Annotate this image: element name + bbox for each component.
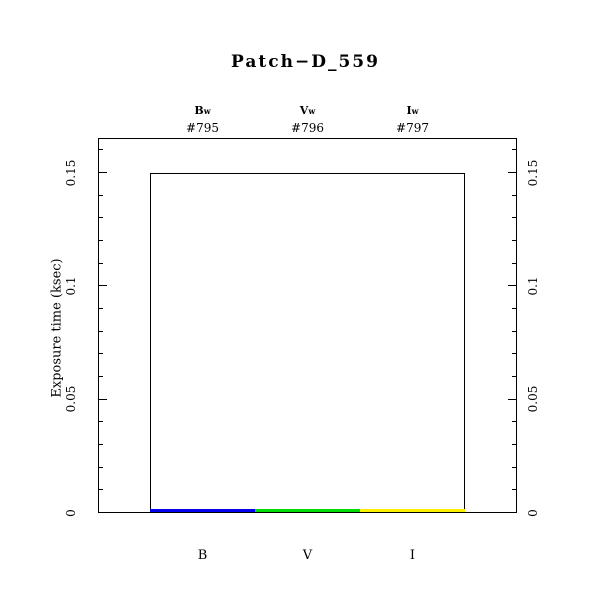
y-tick-label-left: 0.15 <box>64 159 78 186</box>
filter-name-label: Vw <box>300 104 315 117</box>
y-tick-minor-right <box>512 263 516 264</box>
y-tick-label-right: 0.1 <box>526 276 540 296</box>
y-tick-minor-left <box>99 195 103 196</box>
plot-title: Patch−D_559 <box>231 52 380 72</box>
filter-name-main: V <box>299 104 309 117</box>
y-tick-label-left: 0 <box>64 508 78 517</box>
filter-name-label: Bw <box>194 104 210 117</box>
y-tick-minor-left <box>99 376 103 377</box>
exposure-id-label: #795 <box>186 121 219 135</box>
y-tick-minor-right <box>512 444 516 445</box>
exposure-bar <box>360 509 465 512</box>
y-tick-minor-right <box>512 421 516 422</box>
filter-name-main: B <box>194 104 204 117</box>
axis-frame <box>98 138 517 513</box>
y-tick-minor-right <box>512 240 516 241</box>
exposure-bar <box>150 509 255 512</box>
y-tick-minor-right <box>512 195 516 196</box>
exposure-id-label: #796 <box>291 121 324 135</box>
filter-name-label: Iw <box>406 104 418 117</box>
y-tick-major-left <box>99 285 107 286</box>
y-tick-minor-left <box>99 331 103 332</box>
y-tick-major-left <box>99 172 107 173</box>
y-tick-minor-left <box>99 263 103 264</box>
y-tick-minor-right <box>512 149 516 150</box>
y-tick-minor-left <box>99 444 103 445</box>
y-tick-minor-left <box>99 217 103 218</box>
filter-name-subscript: w <box>308 106 316 116</box>
y-tick-minor-left <box>99 149 103 150</box>
y-tick-minor-right <box>512 217 516 218</box>
y-tick-minor-right <box>512 467 516 468</box>
filter-name-subscript: w <box>203 106 211 116</box>
y-tick-label-right: 0 <box>526 508 540 517</box>
y-tick-minor-right <box>512 376 516 377</box>
y-tick-minor-left <box>99 467 103 468</box>
y-axis-title: Exposure time (ksec) <box>49 258 65 398</box>
y-tick-minor-right <box>512 308 516 309</box>
y-tick-minor-left <box>99 353 103 354</box>
y-tick-minor-left <box>99 240 103 241</box>
band-label: V <box>302 548 313 563</box>
planned-exposure-outline <box>150 173 465 513</box>
exposure-id-label: #797 <box>396 121 429 135</box>
filter-name-subscript: w <box>411 106 419 116</box>
y-tick-label-right: 0.05 <box>526 385 540 413</box>
filter-name-main: I <box>406 104 412 117</box>
y-tick-major-right <box>508 172 516 173</box>
y-tick-label-left: 0.05 <box>64 385 78 413</box>
band-label: I <box>409 548 416 563</box>
band-label: B <box>197 548 208 563</box>
y-tick-minor-left <box>99 308 103 309</box>
y-tick-major-right <box>508 399 516 400</box>
y-tick-major-right <box>508 512 516 513</box>
y-tick-minor-left <box>99 489 103 490</box>
y-tick-label-left: 0.1 <box>64 276 78 296</box>
y-tick-major-left <box>99 399 107 400</box>
y-tick-minor-left <box>99 421 103 422</box>
exposure-bar <box>255 509 360 512</box>
y-tick-major-right <box>508 285 516 286</box>
y-tick-minor-right <box>512 489 516 490</box>
y-tick-label-right: 0.15 <box>526 159 540 186</box>
y-tick-minor-right <box>512 353 516 354</box>
y-tick-minor-right <box>512 331 516 332</box>
y-tick-major-left <box>99 512 107 513</box>
